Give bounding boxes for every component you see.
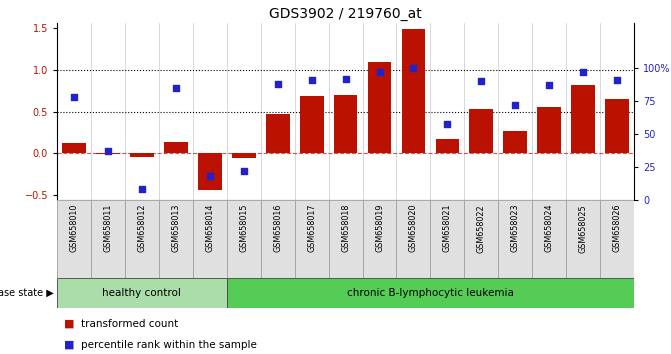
Bar <box>266 114 290 153</box>
Point <box>238 168 249 174</box>
Text: GSM658023: GSM658023 <box>511 204 520 252</box>
Bar <box>464 200 499 278</box>
Bar <box>300 96 323 153</box>
Text: GSM658011: GSM658011 <box>103 204 113 252</box>
Point <box>340 76 351 82</box>
Bar <box>537 107 561 153</box>
Text: GSM658022: GSM658022 <box>477 204 486 252</box>
Text: disease state ▶: disease state ▶ <box>0 288 54 298</box>
Bar <box>605 99 629 153</box>
Text: ■: ■ <box>64 319 74 329</box>
Text: GSM658010: GSM658010 <box>70 204 79 252</box>
Title: GDS3902 / 219760_at: GDS3902 / 219760_at <box>269 7 422 21</box>
Bar <box>600 200 634 278</box>
Text: ■: ■ <box>64 340 74 350</box>
Point <box>68 95 79 100</box>
Bar <box>430 200 464 278</box>
Bar <box>91 200 125 278</box>
Bar <box>232 153 256 158</box>
Bar <box>130 153 154 158</box>
Bar <box>193 200 227 278</box>
Bar <box>62 143 86 153</box>
Text: GSM658020: GSM658020 <box>409 204 418 252</box>
Bar <box>401 29 425 153</box>
Bar <box>125 200 159 278</box>
Bar <box>470 109 493 153</box>
Point <box>578 69 588 75</box>
Text: percentile rank within the sample: percentile rank within the sample <box>81 340 256 350</box>
Bar <box>435 139 459 153</box>
Bar <box>532 200 566 278</box>
Text: GSM658019: GSM658019 <box>375 204 384 252</box>
Text: GSM658018: GSM658018 <box>341 204 350 252</box>
Bar <box>368 62 391 153</box>
Text: GSM658021: GSM658021 <box>443 204 452 252</box>
Point <box>544 82 555 88</box>
Bar <box>96 153 120 154</box>
Point <box>205 173 215 179</box>
Bar <box>198 153 221 190</box>
Bar <box>397 200 430 278</box>
Point <box>476 79 486 84</box>
Bar <box>164 142 188 153</box>
Text: healthy control: healthy control <box>103 288 181 298</box>
Text: GSM658012: GSM658012 <box>138 204 146 252</box>
Bar <box>566 200 600 278</box>
Bar <box>571 85 595 153</box>
Bar <box>261 200 295 278</box>
Point <box>136 187 147 192</box>
Text: GSM658017: GSM658017 <box>307 204 316 252</box>
Point <box>170 85 181 91</box>
Bar <box>227 278 634 308</box>
Bar <box>57 200 91 278</box>
Bar <box>333 95 358 153</box>
Text: GSM658013: GSM658013 <box>171 204 180 252</box>
Point <box>103 148 113 154</box>
Bar <box>57 278 227 308</box>
Bar <box>329 200 362 278</box>
Bar <box>295 200 329 278</box>
Bar <box>159 200 193 278</box>
Bar <box>227 200 261 278</box>
Point <box>408 65 419 71</box>
Point <box>612 77 623 83</box>
Text: GSM658016: GSM658016 <box>273 204 282 252</box>
Point <box>510 102 521 108</box>
Text: GSM658024: GSM658024 <box>545 204 554 252</box>
Bar <box>503 131 527 153</box>
Point <box>442 121 453 126</box>
Bar <box>362 200 397 278</box>
Text: GSM658026: GSM658026 <box>613 204 621 252</box>
Point <box>374 69 385 75</box>
Text: GSM658015: GSM658015 <box>240 204 248 252</box>
Bar <box>499 200 532 278</box>
Text: GSM658025: GSM658025 <box>578 204 588 252</box>
Point <box>272 81 283 87</box>
Point <box>306 77 317 83</box>
Text: chronic B-lymphocytic leukemia: chronic B-lymphocytic leukemia <box>347 288 514 298</box>
Text: transformed count: transformed count <box>81 319 178 329</box>
Text: GSM658014: GSM658014 <box>205 204 214 252</box>
